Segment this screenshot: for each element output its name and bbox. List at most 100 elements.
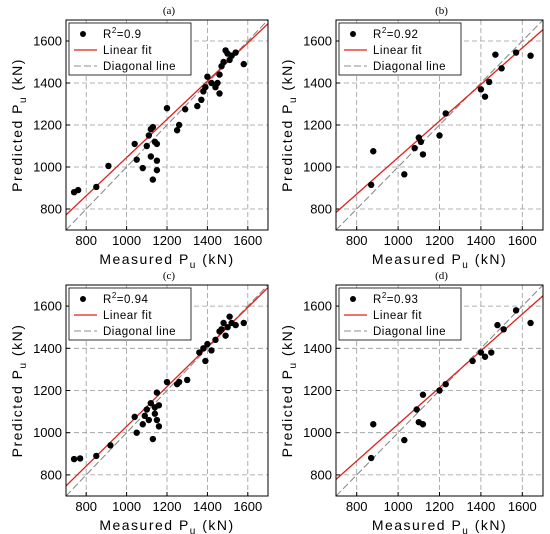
y-axis-label: Predicted Pu (kN) — [9, 324, 29, 458]
data-point — [481, 353, 489, 360]
data-point — [500, 326, 507, 333]
legend-r2-label: R2=0.93 — [373, 291, 418, 306]
linear-fit-line — [66, 287, 268, 487]
y-tick-label: 1600 — [303, 34, 332, 49]
legend: R2=0.92 Linear fit Diagonal line — [338, 22, 462, 76]
data-point — [145, 132, 153, 139]
x-axis-label: Measured Pu (kN) — [372, 251, 507, 271]
data-point — [153, 140, 161, 148]
x-tick-label: 1400 — [193, 233, 222, 248]
x-tick-label: 800 — [75, 233, 97, 248]
data-point — [494, 321, 501, 329]
data-point — [527, 52, 534, 59]
data-point — [442, 110, 449, 117]
data-point — [153, 157, 161, 164]
legend-diagonal-label: Diagonal line — [373, 326, 446, 338]
legend-marker — [350, 31, 356, 37]
y-tick-label: 1200 — [303, 383, 332, 398]
data-point — [419, 151, 427, 158]
data-point — [107, 442, 114, 449]
data-point — [202, 357, 209, 365]
y-tick-label: 800 — [310, 202, 332, 217]
data-point — [240, 60, 247, 68]
y-axis-label: Predicted Pu (kN) — [279, 58, 299, 192]
x-tick-label: 1000 — [384, 233, 413, 248]
data-point — [175, 121, 183, 129]
data-point — [370, 148, 377, 155]
data-point — [222, 332, 229, 339]
data-point — [139, 164, 146, 172]
data-point — [419, 391, 427, 398]
data-point — [93, 183, 100, 191]
data-point — [153, 166, 161, 174]
data-point — [492, 51, 499, 58]
y-tick-label: 1600 — [303, 299, 332, 314]
data-point — [401, 436, 408, 444]
legend-marker — [80, 296, 86, 302]
data-point — [367, 454, 375, 462]
data-point — [436, 132, 443, 139]
y-tick-label: 1400 — [33, 76, 62, 91]
plot-frame — [65, 19, 269, 231]
panel-title: (b) — [435, 5, 448, 17]
x-tick-label: 1400 — [193, 499, 222, 514]
panel-title: (d) — [435, 270, 448, 282]
data-point — [436, 387, 443, 394]
legend-linear-label: Linear fit — [103, 45, 152, 57]
data-point — [131, 413, 138, 421]
data-point — [240, 319, 247, 327]
data-point — [184, 376, 191, 384]
plot-frame — [335, 284, 544, 497]
data-point — [143, 142, 150, 150]
data-point — [413, 406, 420, 413]
data-point — [175, 378, 183, 386]
legend-r2-label: R2=0.92 — [373, 26, 418, 41]
data-point — [401, 171, 408, 178]
data-point — [224, 324, 231, 331]
data-point — [143, 406, 150, 413]
data-point — [527, 319, 534, 327]
x-tick-label: 1200 — [153, 499, 182, 514]
legend-r2-label: R2=0.94 — [103, 291, 148, 306]
x-tick-label: 1600 — [508, 233, 537, 248]
plot-frame — [65, 284, 269, 497]
x-tick-label: 1600 — [233, 499, 262, 514]
x-tick-label: 1200 — [153, 233, 182, 248]
y-tick-label: 1600 — [33, 299, 62, 314]
legend: R2=0.94 Linear fit Diagonal line — [68, 287, 192, 341]
panel-d: (d) 800 1000 1200 1400 1600 800 1000 1200 1400 160… — [279, 270, 544, 534]
legend-diagonal-label: Diagonal line — [103, 61, 176, 73]
diagonal-line — [336, 20, 543, 230]
panel-title: (c) — [163, 270, 176, 282]
data-point — [367, 181, 375, 189]
data-point — [419, 421, 427, 428]
x-tick-label: 1200 — [425, 233, 454, 248]
data-point — [411, 144, 418, 152]
data-point — [200, 345, 207, 352]
data-point — [485, 78, 493, 86]
data-point — [469, 357, 476, 365]
y-tick-label: 1000 — [33, 160, 62, 175]
data-point — [163, 105, 171, 112]
data-point — [155, 402, 163, 409]
legend-linear-label: Linear fit — [373, 45, 422, 57]
panel-c: (c) 800 1000 1200 1400 1600 800 1000 1200 1400 160… — [9, 270, 269, 534]
y-tick-label: 1400 — [303, 341, 332, 356]
data-point — [93, 452, 100, 460]
data-point — [220, 58, 227, 66]
data-point — [196, 349, 203, 356]
data-point — [232, 321, 239, 329]
y-tick-label: 800 — [40, 202, 62, 217]
y-axis-label: Predicted Pu (kN) — [279, 324, 299, 458]
legend-diagonal-label: Diagonal line — [103, 326, 176, 338]
legend-diagonal-label: Diagonal line — [373, 61, 446, 73]
data-point — [477, 349, 485, 356]
panel-b: (b) 800 1000 1200 1400 1600 800 1000 1200 1400 160… — [279, 5, 544, 271]
x-tick-label: 1400 — [466, 499, 495, 514]
data-point — [139, 421, 146, 428]
data-point — [147, 399, 155, 407]
data-point — [498, 65, 505, 72]
x-tick-label: 1000 — [384, 499, 413, 514]
data-point — [226, 313, 233, 320]
